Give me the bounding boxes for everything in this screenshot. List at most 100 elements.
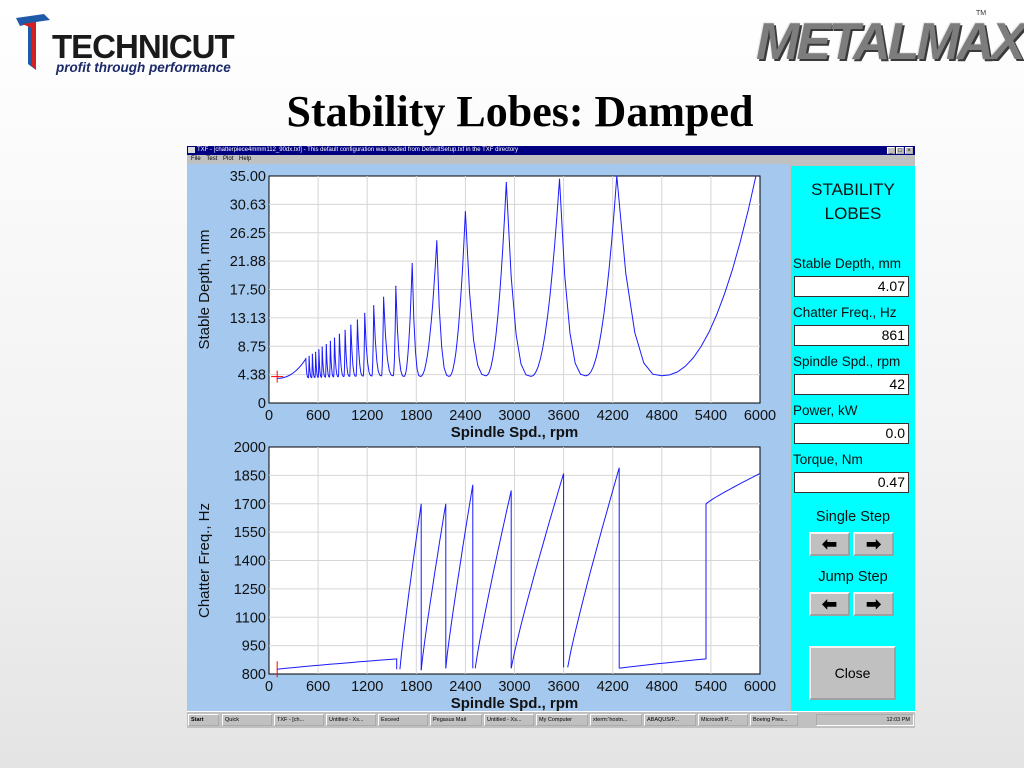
clock: 12:03 PM xyxy=(886,717,910,723)
depth-x-tick-label: 600 xyxy=(306,408,330,424)
left-arrow-icon: ⬅ xyxy=(821,533,838,554)
freq-x-tick-label: 1200 xyxy=(351,679,383,695)
taskbar-item[interactable]: Exceed xyxy=(378,714,428,726)
metalmax-tm: TM xyxy=(976,10,987,17)
lobe-peak-point xyxy=(329,340,331,342)
depth-x-tick-label: 1800 xyxy=(400,408,432,424)
left-arrow-icon: ⬅ xyxy=(821,593,838,614)
chatter-frequency-segment xyxy=(705,473,761,505)
taskbar-item[interactable]: My Computer xyxy=(536,714,588,726)
minimize-button[interactable]: _ xyxy=(887,147,895,154)
jump-step-left-button[interactable]: ⬅ xyxy=(809,592,850,616)
lobe-peak-point xyxy=(382,296,385,298)
taskbar-item[interactable]: Quick xyxy=(222,714,272,726)
depth-y-tick-label: 13.13 xyxy=(230,311,266,327)
single-step-left-button[interactable]: ⬅ xyxy=(809,532,850,556)
power-label: Power, kW xyxy=(793,403,858,418)
system-tray: 12:03 PM xyxy=(816,714,914,726)
depth-y-axis-label: Stable Depth, mm xyxy=(196,229,213,349)
chatter-frequency-segment xyxy=(420,503,447,671)
freq-y-tick-label: 800 xyxy=(242,667,266,683)
single-step-label: Single Step xyxy=(815,509,891,525)
jump-step-label: Jump Step xyxy=(818,569,888,585)
freq-y-axis-label: Chatter Freq., Hz xyxy=(196,503,213,618)
lobe-peak-point xyxy=(344,329,346,331)
close-button[interactable]: Close xyxy=(809,646,896,700)
menu-plot[interactable]: Plot xyxy=(223,156,234,162)
spindle-speed-label: Spindle Spd., rpm xyxy=(793,354,901,369)
depth-x-axis-label: Spindle Spd., rpm xyxy=(451,424,579,441)
depth-x-tick-label: 5400 xyxy=(695,408,727,424)
torque-label: Torque, Nm xyxy=(793,452,863,467)
app-icon xyxy=(188,147,195,153)
maximize-button[interactable]: □ xyxy=(896,147,904,154)
stability-charts: 0 600 1200 1800 2400 3000 3600 4200 4800 5400 6000… xyxy=(196,169,776,712)
menu-test[interactable]: Test xyxy=(206,156,218,162)
chatter-frequency-segment xyxy=(445,484,474,669)
depth-x-tick-label: 4800 xyxy=(646,408,678,424)
lobe-peak-point xyxy=(308,355,310,357)
lobe-peak-point xyxy=(311,353,313,355)
lobe-peak-point xyxy=(338,333,340,335)
depth-y-tick-label: 0 xyxy=(258,396,266,412)
single-step-right-button[interactable]: ➡ xyxy=(853,532,894,556)
stable-depth-field: 4.07 xyxy=(794,276,909,297)
taskbar-item[interactable]: xterm:'hostn... xyxy=(590,714,642,726)
taskbar-item[interactable]: ABAQUS/P... xyxy=(644,714,696,726)
menu-help[interactable]: Help xyxy=(239,156,252,162)
menu-bar: File Test Plot Help xyxy=(187,155,915,164)
chatter-frequency-segment xyxy=(619,503,707,669)
chatter-frequency-segment xyxy=(510,473,565,669)
depth-x-tick-label: 1200 xyxy=(351,408,383,424)
lobe-peak-point xyxy=(616,175,618,177)
taskbar-item[interactable]: Pegasus Mail xyxy=(430,714,482,726)
freq-x-tick-label: 5400 xyxy=(695,679,727,695)
lobe-peak-point xyxy=(364,312,366,315)
close-window-button[interactable]: × xyxy=(905,147,913,154)
freq-x-tick-label: 600 xyxy=(306,679,330,695)
chatter-frequency-segment xyxy=(277,658,398,670)
start-button[interactable]: Start xyxy=(188,714,219,726)
jump-step-right-button[interactable]: ➡ xyxy=(853,592,894,616)
panel-title-line1: STABILITY xyxy=(811,180,895,199)
freq-x-tick-label: 3600 xyxy=(547,679,579,695)
depth-y-tick-label: 35.00 xyxy=(230,169,266,185)
depth-y-tick-label: 30.63 xyxy=(230,197,266,213)
taskbar-item[interactable]: Microsoft P... xyxy=(698,714,748,726)
technicut-tagline: profit through performance xyxy=(56,60,231,75)
technicut-mark-icon xyxy=(16,14,50,70)
lobe-peak-point xyxy=(325,344,327,346)
depth-x-tick-label: 2400 xyxy=(449,408,481,424)
chatter-frequency-segment xyxy=(567,467,620,669)
chatter-frequency-segment xyxy=(474,490,512,669)
panel-title: STABILITY LOBES xyxy=(791,178,915,226)
lobe-peak-point xyxy=(755,175,757,177)
freq-x-tick-label: 2400 xyxy=(449,679,481,695)
freq-y-tick-label: 2000 xyxy=(234,440,266,456)
freq-y-tick-label: 1400 xyxy=(234,554,266,570)
window-titlebar[interactable]: TXF - [chatterpiece4mmm112_90dx.txf] - T… xyxy=(187,146,915,155)
freq-y-tick-label: 1550 xyxy=(234,525,266,541)
lobe-peak-point xyxy=(464,211,466,213)
taskbar-item[interactable]: Boeing Pres... xyxy=(750,714,798,726)
panel-title-line2: LOBES xyxy=(824,204,882,223)
freq-y-tick-label: 1850 xyxy=(234,468,266,484)
depth-x-tick-label: 4200 xyxy=(597,408,629,424)
depth-x-tick-label: 0 xyxy=(265,408,273,424)
depth-y-tick-label: 8.75 xyxy=(238,339,266,355)
taskbar-item[interactable]: TXF - [ch... xyxy=(274,714,324,726)
chatter-freq-field: 861 xyxy=(794,325,909,346)
lobe-peak-point xyxy=(395,285,397,287)
lobe-peak-point xyxy=(315,351,317,354)
taskbar-item[interactable]: Untitled - Xs... xyxy=(326,714,376,726)
spindle-speed-field: 42 xyxy=(794,374,909,395)
taskbar-item[interactable]: Untitled - Xs... xyxy=(484,714,534,726)
lobe-peak-point xyxy=(411,262,413,265)
menu-file[interactable]: File xyxy=(191,156,201,162)
lobe-peak-point xyxy=(505,181,507,184)
depth-y-tick-label: 4.38 xyxy=(238,368,266,384)
power-field: 0.0 xyxy=(794,423,909,444)
lobe-peak-point xyxy=(356,319,358,321)
chatter-freq-label: Chatter Freq., Hz xyxy=(793,305,897,320)
freq-x-tick-label: 4200 xyxy=(597,679,629,695)
